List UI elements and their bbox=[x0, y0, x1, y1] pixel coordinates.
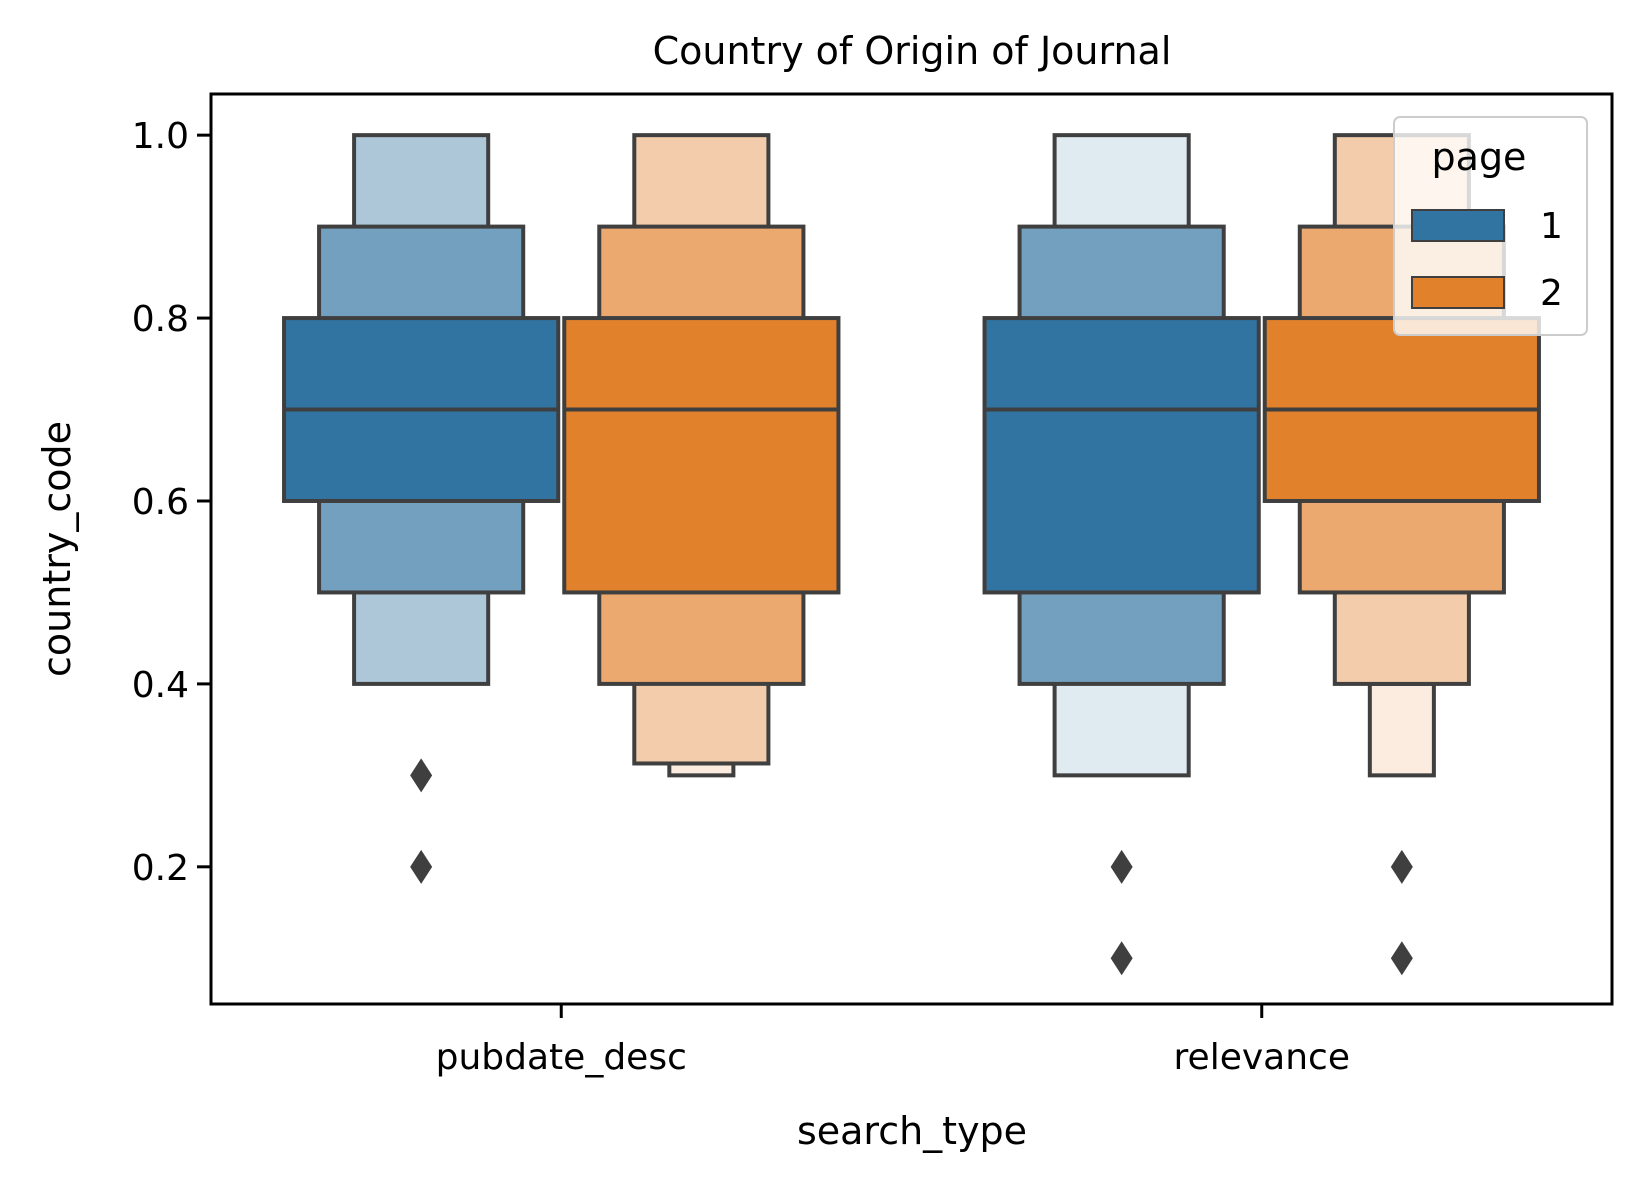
outlier-point-relevance-page2-2 bbox=[1390, 941, 1413, 976]
x-axis-label: search_type bbox=[797, 1109, 1027, 1153]
plot-area bbox=[282, 133, 1541, 976]
outlier-point-relevance-page1-2 bbox=[1110, 941, 1133, 976]
legend: page 1 2 bbox=[1393, 116, 1588, 336]
y-tick-label: 0.2 bbox=[132, 848, 189, 889]
y-tick-label: 0.8 bbox=[132, 299, 189, 340]
outlier-point-pubdate_desc-page1-1 bbox=[410, 758, 433, 793]
y-axis-label: country_code bbox=[35, 421, 79, 677]
x-tick-label: pubdate_desc bbox=[436, 1037, 687, 1078]
outlier-point-relevance-page1-1 bbox=[1110, 849, 1133, 884]
boxen-box-pubdate_desc-page2-level1 bbox=[562, 316, 841, 595]
y-tick-label: 1.0 bbox=[132, 116, 189, 157]
x-tick-label: relevance bbox=[1174, 1037, 1350, 1078]
y-tick-label: 0.4 bbox=[132, 665, 189, 706]
legend-swatch-1 bbox=[1411, 209, 1505, 242]
y-tick-label: 0.6 bbox=[132, 482, 189, 523]
y-axis-ticks: 0.2 0.4 0.6 0.8 1.0 bbox=[132, 116, 211, 889]
axes-frame bbox=[209, 92, 1614, 1006]
legend-label-2: 2 bbox=[1540, 273, 1563, 314]
outlier-point-pubdate_desc-page1-2 bbox=[410, 849, 433, 884]
boxen-box-relevance-page2-level4 bbox=[1367, 681, 1436, 778]
legend-title: page bbox=[1432, 135, 1527, 179]
legend-swatch-2 bbox=[1411, 276, 1505, 309]
chart-title: Country of Origin of Journal bbox=[653, 29, 1172, 73]
outlier-point-relevance-page2-1 bbox=[1390, 849, 1413, 884]
x-axis-ticks: pubdate_desc relevance bbox=[436, 1004, 1350, 1078]
boxen-box-relevance-page1-level1 bbox=[982, 316, 1261, 595]
legend-label-1: 1 bbox=[1540, 206, 1563, 247]
